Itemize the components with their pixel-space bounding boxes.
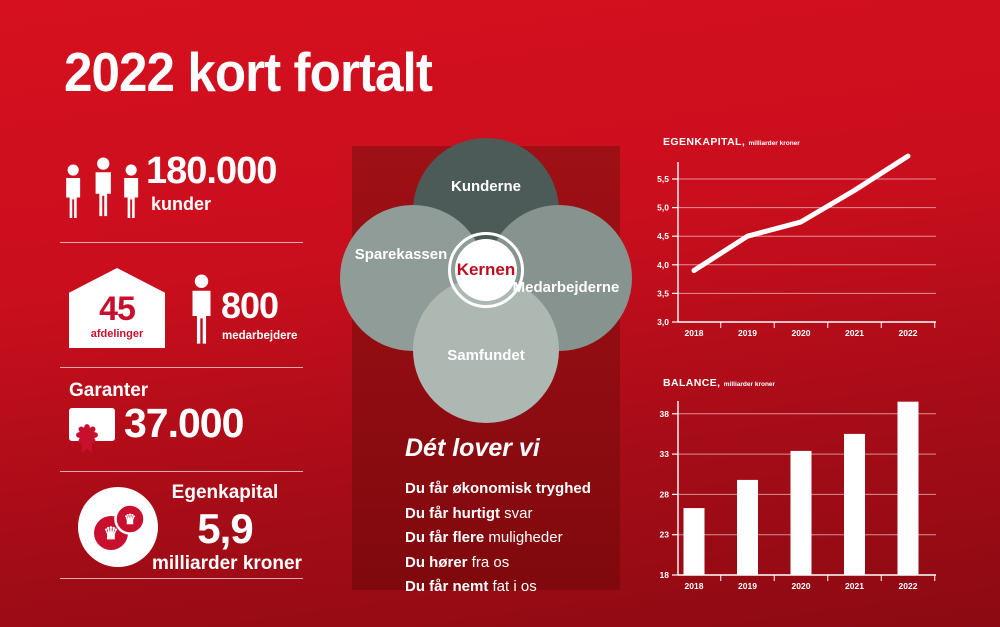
divider — [60, 367, 303, 368]
promises-list: Du får økonomisk tryghed Du får hurtigt … — [405, 477, 591, 600]
divider — [60, 242, 303, 243]
svg-text:2019: 2019 — [738, 581, 757, 591]
svg-text:5,0: 5,0 — [657, 203, 669, 213]
line-series — [691, 153, 911, 273]
bar — [790, 450, 812, 575]
divider — [60, 578, 303, 579]
equity-value: 5,9 — [197, 505, 253, 552]
promise-item: Du hører fra os — [405, 553, 510, 571]
svg-text:2018: 2018 — [685, 581, 704, 591]
svg-text:4,0: 4,0 — [657, 260, 669, 270]
page-title: 2022 kort fortalt — [64, 41, 433, 103]
promises-heading: Dét lover vi — [405, 434, 540, 462]
kernen-circle: Kernen — [448, 232, 524, 308]
svg-text:33: 33 — [660, 449, 670, 459]
people-icon — [66, 157, 139, 218]
balance-bar-svg: 18 23 28 33 38 2018 2019 2020 2021 2022 — [660, 401, 936, 591]
svg-text:5,5: 5,5 — [657, 174, 669, 184]
equity-stat: Egenkapital 5,9 milliarder kroner — [152, 482, 302, 575]
chart-subtitle: milliarder kroner — [748, 140, 800, 147]
stat-branches-value: 45 — [99, 290, 136, 328]
svg-text:18: 18 — [660, 570, 670, 580]
promise-item: Du får økonomisk tryghed — [405, 480, 591, 497]
stat-employees-label: medarbejdere — [222, 330, 298, 342]
egenkapital-chart: EGENKAPITAL, milliarder kroner 3,0 3,5 4,0… — [655, 132, 947, 346]
bar — [897, 401, 919, 575]
svg-text:2022: 2022 — [899, 328, 918, 338]
bar — [683, 508, 705, 575]
svg-text:2020: 2020 — [792, 581, 811, 591]
stat-customers-label: kunder — [151, 194, 212, 214]
svg-text:3,5: 3,5 — [657, 288, 669, 298]
venn-label-sparekassen: Sparekassen — [354, 246, 448, 263]
stat-employees-value: 800 — [221, 285, 279, 326]
stat-guarantors-value: 37.000 — [124, 400, 244, 446]
stat-customers-value: 180.000 — [146, 150, 277, 192]
kernen-label: Kernen — [456, 260, 516, 279]
svg-text:♛: ♛ — [103, 524, 118, 543]
svg-text:♛: ♛ — [124, 511, 137, 527]
core-values-panel: Kunderne Sparekassen Medarbejderne Samfu… — [340, 138, 632, 595]
svg-text:2022: 2022 — [899, 581, 918, 591]
svg-text:38: 38 — [660, 409, 670, 419]
promise-item: Du får flere muligheder — [405, 529, 563, 546]
svg-text:2019: 2019 — [738, 328, 757, 338]
equity-label: milliarder kroner — [152, 553, 302, 574]
svg-text:2021: 2021 — [845, 328, 864, 338]
chart-title: BALANCE, milliarder kroner — [663, 377, 776, 389]
stat-branches-label: afdelinger — [90, 328, 144, 340]
bar — [844, 433, 865, 575]
guarantors-heading: Garanter — [69, 380, 149, 401]
promise-item: Du får nemt fat i os — [405, 578, 537, 595]
chart-subtitle: milliarder kroner — [723, 381, 776, 388]
svg-text:2018: 2018 — [685, 328, 704, 338]
svg-text:2021: 2021 — [845, 581, 864, 591]
svg-text:3,0: 3,0 — [657, 317, 669, 327]
person-icon — [192, 274, 211, 344]
promise-item: Du får hurtigt svar — [405, 504, 533, 522]
venn-label-samfundet: Samfundet — [447, 347, 525, 364]
certificate-icon — [69, 408, 115, 453]
svg-text:28: 28 — [660, 489, 670, 499]
egenkapital-line-svg: 3,0 3,5 4,0 4,5 5,0 5,5 2018 2019 2020 2021 2022 — [657, 153, 936, 338]
coins-icon: ♛ ♛ — [78, 487, 158, 567]
chart-title: EGENKAPITAL, milliarder kroner — [663, 136, 800, 148]
bar — [737, 479, 758, 575]
svg-text:2020: 2020 — [792, 328, 811, 338]
venn-label-kunderne: Kunderne — [450, 178, 521, 195]
divider — [60, 471, 303, 472]
svg-text:4,5: 4,5 — [657, 231, 669, 241]
venn-label-medarbejderne: Medarbejderne — [512, 279, 620, 296]
svg-text:23: 23 — [660, 530, 670, 540]
house-icon: 45 afdelinger — [69, 268, 165, 348]
equity-heading: Egenkapital — [171, 482, 279, 503]
balance-chart: BALANCE, milliarder kroner 18 23 28 33 38 201… — [655, 373, 947, 601]
